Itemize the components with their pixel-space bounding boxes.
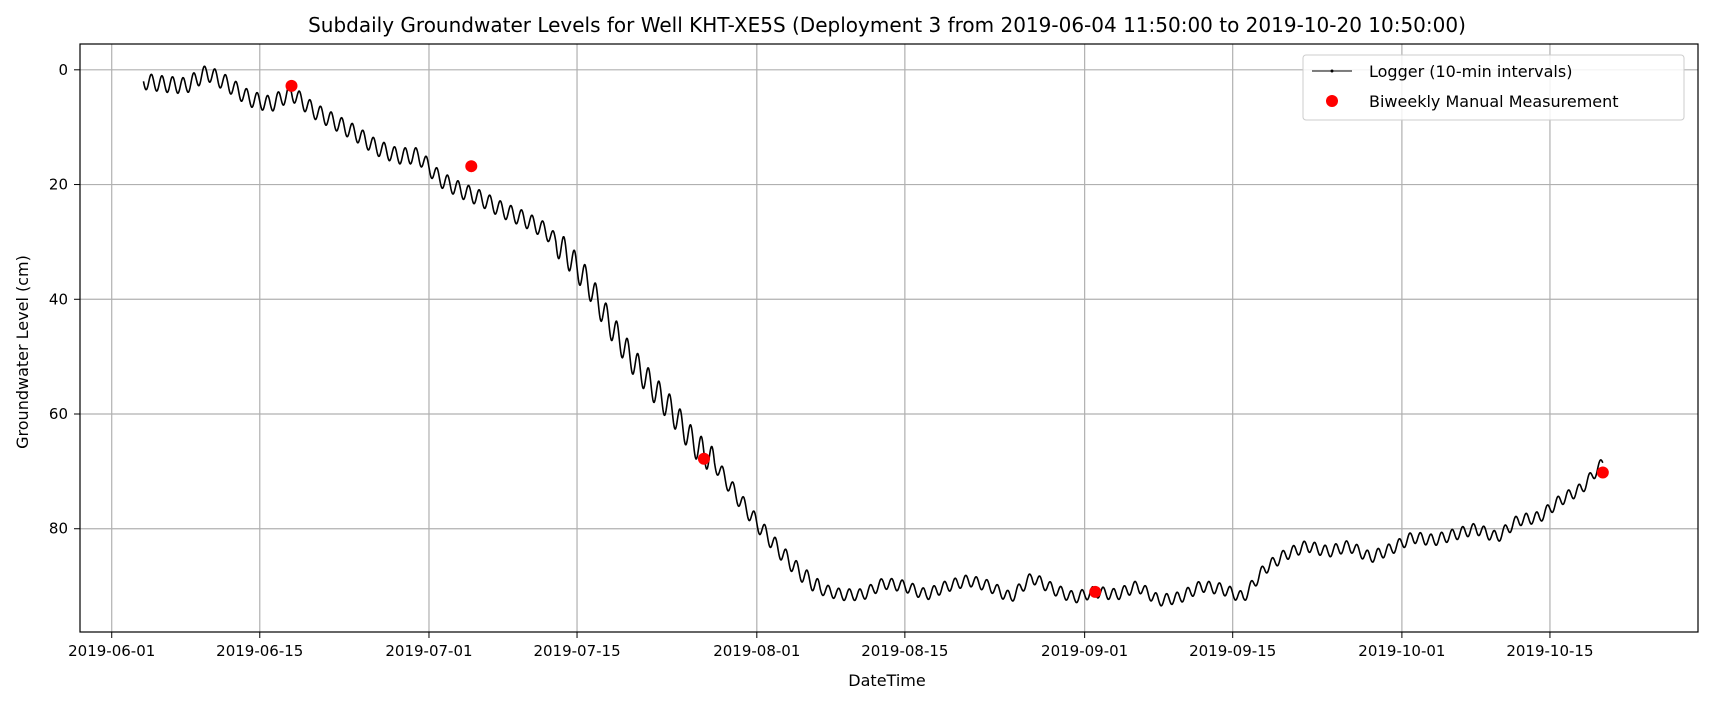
x-tick-label: 2019-09-15 [1189,642,1276,660]
x-tick-label: 2019-06-15 [216,642,303,660]
x-tick-label: 2019-07-15 [533,642,620,660]
legend-frame [1302,54,1685,121]
legend-label-manual: Biweekly Manual Measurement [1369,92,1619,111]
manual-measurement-point [285,79,298,92]
manual-measurement-point [1596,466,1609,479]
legend-label-logger: Logger (10-min intervals) [1369,62,1572,81]
y-axis-label: Groundwater Level (cm) [13,255,32,449]
x-axis: 2019-06-01 2019-06-15 2019-07-01 2019-07-15… [68,632,1594,660]
chart-title: Subdaily Groundwater Levels for Well KHT… [308,13,1466,37]
x-tick-label: 2019-06-01 [68,642,155,660]
legend-line-marker [1330,69,1334,73]
x-tick-label: 2019-10-01 [1358,642,1445,660]
x-tick-label: 2019-10-15 [1506,642,1593,660]
series-layer [142,65,1609,607]
logger-series-line [142,65,1604,607]
legend-scatter-swatch [1326,95,1338,107]
legend: Logger (10-min intervals) Biweekly Manua… [1302,54,1685,121]
x-tick-label: 2019-09-01 [1041,642,1128,660]
x-tick-label: 2019-08-01 [713,642,800,660]
manual-measurement-point [1089,585,1102,598]
x-axis-label: DateTime [848,671,925,690]
y-tick-label: 80 [49,520,68,538]
plot-frame [79,43,1699,633]
y-tick-label: 40 [49,290,68,308]
x-tick-label: 2019-08-15 [861,642,948,660]
y-tick-label: 20 [49,176,68,194]
x-tick-label: 2019-07-01 [385,642,472,660]
manual-measurement-point [697,452,710,465]
y-axis: 0 20 40 60 80 [49,61,80,538]
y-tick-label: 0 [58,61,68,79]
y-tick-label: 60 [49,405,68,423]
manual-measurement-point [465,160,478,173]
